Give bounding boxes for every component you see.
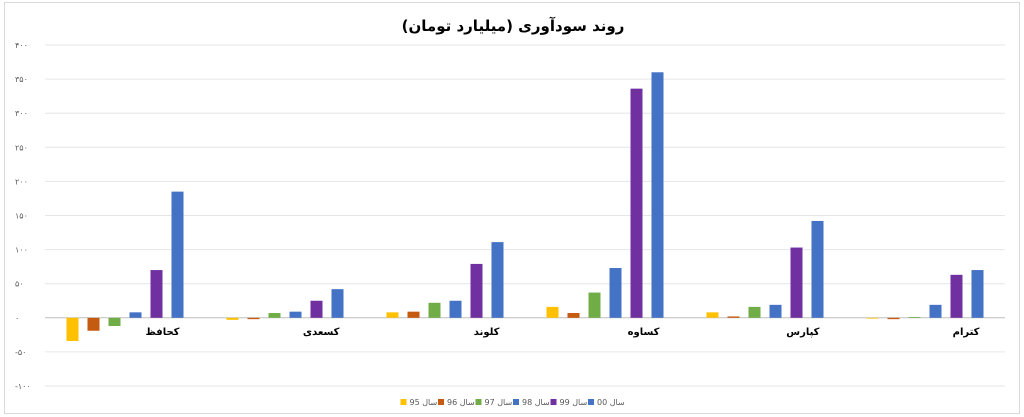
bar: [929, 304, 942, 318]
bar: [226, 317, 239, 320]
bar: [310, 300, 323, 318]
bar: [908, 317, 921, 318]
bar: [748, 306, 761, 318]
bar: [108, 317, 121, 326]
bar: [727, 316, 740, 318]
legend: سال 95 سال 96 سال 97 سال 98 سال 99 سال 00: [400, 398, 625, 407]
y-tick-label: ۳۰۰: [15, 109, 28, 118]
category-label: کسعدی: [303, 327, 340, 338]
bar: [470, 263, 483, 318]
legend-swatch: [588, 399, 594, 405]
category-label: کپارس: [786, 327, 819, 338]
bar: [630, 88, 643, 318]
category-label: کلوند: [474, 327, 500, 338]
y-tick-label: ۲۰۰: [15, 177, 28, 186]
y-axis-ticks: -۱۰۰ -۵۰ ۰ ۵۰ ۱۰۰ ۱۵۰ ۲۰۰ ۲۵۰ ۳۰۰ ۳۵۰ ۴۰۰: [15, 41, 31, 391]
legend-label: سال 99: [560, 398, 588, 407]
legend-label: سال 96: [447, 398, 475, 407]
bar: [268, 313, 281, 318]
bar: [950, 274, 963, 318]
legend-swatch: [400, 399, 407, 405]
chart: روند سودآوری (میلیارد تومان) -۱۰۰ -۵۰ ۰ ۵۰ ۱…: [15, 17, 1005, 407]
bar: [588, 292, 601, 318]
bar: [428, 302, 441, 318]
bar: [887, 317, 900, 320]
y-tick-label: ۳۵۰: [15, 75, 28, 84]
bar: [386, 312, 399, 318]
chart-frame: روند سودآوری (میلیارد تومان) -۱۰۰ -۵۰ ۰ ۵۰ ۱…: [4, 2, 1020, 414]
bar: [651, 72, 664, 318]
y-tick-label: ۱۵۰: [15, 212, 28, 221]
legend-label: سال 97: [485, 398, 513, 407]
bar: [247, 317, 260, 320]
chart-title: روند سودآوری (میلیارد تومان): [402, 17, 625, 35]
bar: [811, 220, 824, 318]
bar: [150, 270, 163, 318]
bar: [790, 247, 803, 318]
bar: [567, 313, 580, 318]
bar: [87, 317, 100, 331]
bar: [66, 317, 79, 341]
bar: [449, 300, 462, 318]
y-tick-label: -۵۰: [15, 348, 26, 357]
category-label: کساوه: [628, 327, 660, 338]
legend-swatch: [475, 399, 482, 405]
y-tick-label: ۰: [15, 314, 19, 323]
bar: [171, 191, 184, 318]
bar: [289, 311, 302, 318]
bar: [609, 268, 622, 318]
bar: [546, 306, 559, 318]
gridlines: [45, 44, 1005, 387]
legend-swatch: [550, 399, 557, 405]
y-tick-label: ۱۰۰: [15, 246, 28, 255]
category-label: کحافظ: [145, 327, 179, 338]
bar: [971, 270, 984, 318]
legend-label: سال 98: [522, 398, 550, 407]
bar: [769, 304, 782, 318]
bar: [331, 289, 344, 318]
bar: [129, 312, 142, 318]
legend-swatch: [438, 399, 444, 405]
legend-swatch: [513, 399, 519, 405]
y-tick-label: ۲۵۰: [15, 143, 28, 152]
y-tick-label: ۵۰: [15, 280, 24, 289]
bar: [866, 317, 879, 319]
legend-label: سال 00: [597, 398, 625, 407]
category-label: کترام: [953, 327, 980, 338]
y-tick-label: -۱۰۰: [15, 382, 31, 391]
category-labels: کحافظ کسعدی کلوند کساوه کپارس کترام: [145, 327, 979, 338]
legend-label: سال 95: [410, 398, 438, 407]
bar: [706, 312, 719, 318]
bar: [491, 242, 504, 318]
bar: [407, 311, 420, 318]
bars: [66, 72, 984, 341]
y-tick-label: ۴۰۰: [15, 41, 28, 50]
